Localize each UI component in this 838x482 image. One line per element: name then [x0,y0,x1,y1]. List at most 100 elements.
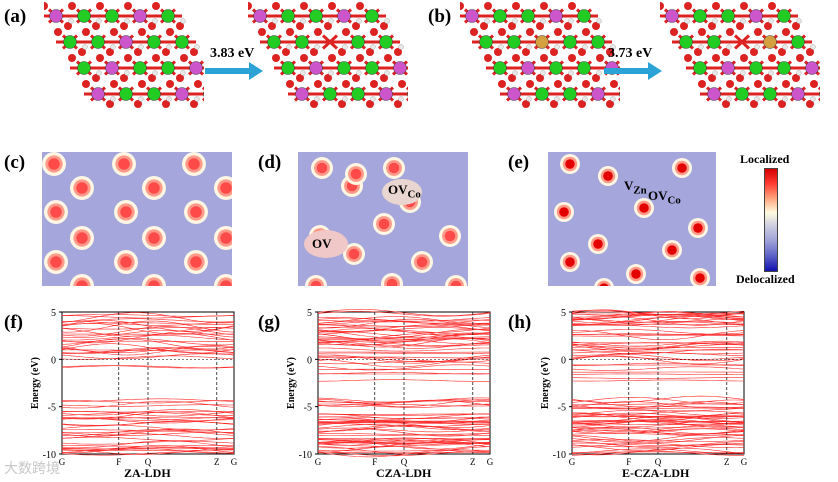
oxygen-atom [310,48,318,56]
band-line [317,446,491,453]
hydrogen-atom [526,44,532,50]
elf-spot-core [348,248,360,260]
metal-atom [577,61,591,75]
oxygen-atom [286,80,294,88]
band-line [571,450,744,456]
oxygen-atom [764,74,772,82]
metal-atom [549,9,563,23]
hydrogen-atom [342,44,348,50]
metal-atom [563,35,577,49]
metal-atom [281,9,295,23]
hydrogen-atom [540,70,546,76]
metal-atom [535,35,549,49]
hydrogen-atom [568,70,574,76]
oxygen-atom [550,48,558,56]
band-line [317,338,491,346]
band-line [61,411,235,417]
hydrogen-atom [398,96,404,102]
oxygen-atom [328,2,336,10]
elf-map-d-spots [304,157,467,286]
oxygen-atom [684,2,692,10]
oxygen-atom [484,54,492,62]
oxygen-atom [342,28,350,36]
oxygen-atom [536,74,544,82]
hydrogen-atom [68,18,74,24]
metal-atom [763,87,777,101]
elf-spot-core [603,171,613,181]
y-tick-label: 0 [561,355,566,366]
metal-atom [351,87,365,101]
elf-spot-core [76,232,88,244]
metal-atom [203,90,204,98]
metal-atom [721,9,735,23]
oxygen-atom [568,54,576,62]
hydrogen-atom [152,70,158,76]
y-tick-label: 5 [307,308,312,319]
metal-atom [563,87,577,101]
hydrogen-atom [384,18,390,24]
y-tick-label: -5 [558,403,566,414]
hydrogen-atom [328,70,334,76]
vzn-label-e: VZn [624,178,647,197]
band-line [61,365,235,369]
hydrogen-atom [96,70,102,76]
metal-atom [77,61,91,75]
metal-atom [507,87,521,101]
oxygen-atom [258,28,266,36]
oxygen-atom [550,100,558,108]
elf-spot-core [593,239,603,249]
hydrogen-atom [82,44,88,50]
band-line [317,425,491,432]
oxygen-atom [96,54,104,62]
elf-spot-core [559,207,569,217]
oxygen-atom [110,28,118,36]
oxygen-atom [680,22,688,30]
oxygen-atom [152,2,160,10]
oxygen-atom [792,74,800,82]
band-line [571,355,745,365]
metal-atom [365,61,379,75]
oxygen-atom [508,74,516,82]
oxygen-atom [180,54,188,62]
oxygen-atom [768,54,776,62]
oxygen-atom [592,22,600,30]
oxygen-atom [484,2,492,10]
hydrogen-atom [328,18,334,24]
hydrogen-atom [610,44,616,50]
oxygen-atom [148,74,156,82]
hydrogen-atom [810,96,816,102]
watermark-text: 大数跨境 [4,461,60,477]
oxygen-atom [536,22,544,30]
y-tick-label: -10 [553,450,566,461]
metal-atom [175,35,189,49]
elf-spot-core [148,232,160,244]
hydrogen-atom [194,96,200,102]
oxygen-atom [498,80,506,88]
metal-atom [465,9,479,23]
oxygen-atom [736,22,744,30]
y-tick-label: 5 [561,308,566,319]
oxygen-atom [470,28,478,36]
oxygen-atom [106,48,114,56]
hydrogen-atom [596,18,602,24]
oxygen-atom [296,22,304,30]
oxygen-atom [694,48,702,56]
elf-legend-bottom-label: Delocalized [736,272,795,286]
band-line [571,416,745,424]
x-tick-label: G [487,457,494,467]
oxygen-atom [750,48,758,56]
hydrogen-atom [314,96,320,102]
oxygen-atom [498,28,506,36]
elf-spot-core [220,280,232,286]
oxygen-atom [712,54,720,62]
hydrogen-atom [300,70,306,76]
metal-atom [105,9,119,23]
hydrogen-atom [754,96,760,102]
oxygen-atom [526,80,534,88]
hydrogen-atom [138,44,144,50]
metal-atom [665,9,679,23]
band-line [61,404,235,407]
hydrogen-atom [768,70,774,76]
hydrogen-atom [398,44,404,50]
